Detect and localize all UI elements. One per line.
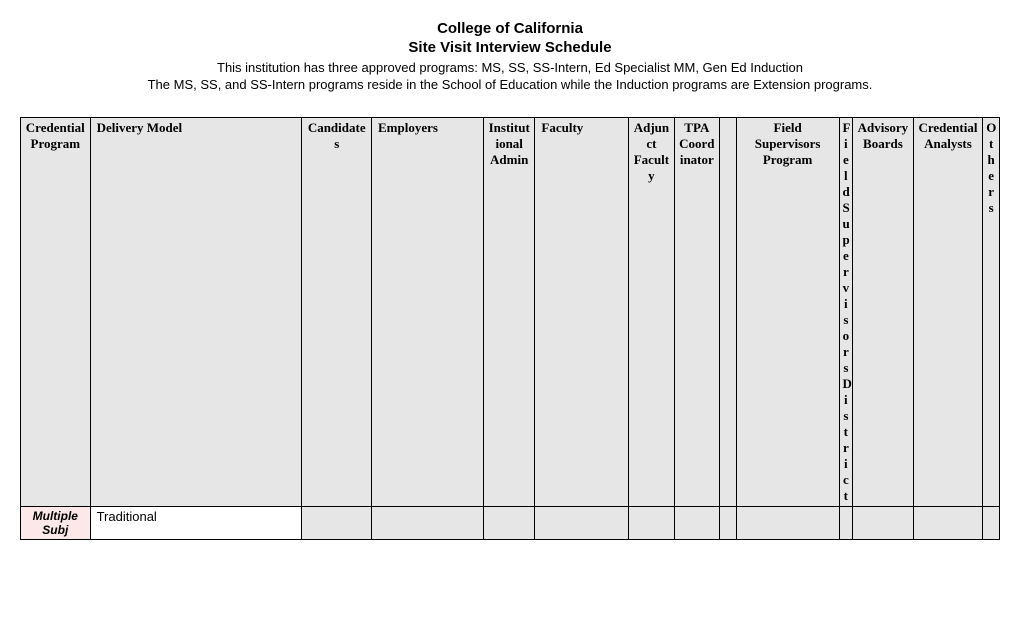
col-header-3: Employers [372,118,484,507]
col-header-0: Credential Program [21,118,91,507]
cell [674,507,719,540]
col-header-6: Adjunct Faculty [629,118,674,507]
col-header-11: Advisory Boards [853,118,914,507]
table-row: Multiple Subj Traditional [21,507,1000,540]
col-header-12: Credential Analysts [913,118,983,507]
subtitle-line-2: The MS, SS, and SS-Intern programs resid… [20,77,1000,92]
col-header-8 [720,118,737,507]
document-header: College of California Site Visit Intervi… [20,20,1000,92]
col-header-10: Field Supervisors District [839,118,853,507]
cell [483,507,534,540]
col-header-4: Institutional Admin [483,118,534,507]
cell [736,507,839,540]
subtitle-line-1: This institution has three approved prog… [20,60,1000,75]
cell [853,507,914,540]
col-header-13: Others [983,118,1000,507]
col-header-9: Field Supervisors Program [736,118,839,507]
cell [535,507,629,540]
cell [372,507,484,540]
col-header-2: Candidates [302,118,372,507]
cell [983,507,1000,540]
cell [913,507,983,540]
title-2: Site Visit Interview Schedule [20,39,1000,56]
row-delivery: Traditional [90,507,302,540]
table-header-row: Credential Program Delivery Model Candid… [21,118,1000,507]
cell [629,507,674,540]
row-program-label: Multiple Subj [21,507,91,540]
col-header-7: TPA Coordinator [674,118,719,507]
cell [839,507,853,540]
schedule-table: Credential Program Delivery Model Candid… [20,117,1000,540]
col-header-5: Faculty [535,118,629,507]
cell [302,507,372,540]
title-1: College of California [20,20,1000,37]
cell [720,507,737,540]
col-header-1: Delivery Model [90,118,302,507]
